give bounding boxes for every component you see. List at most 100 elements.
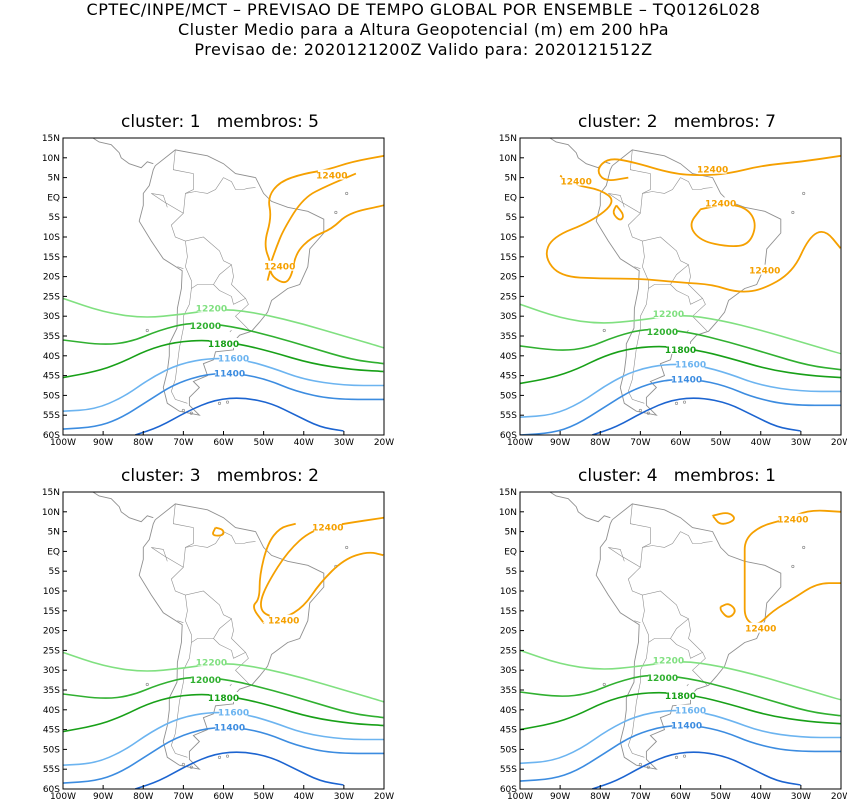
contour-label: 12000 [647, 674, 678, 684]
contours-12400: 12400 12400 [212, 516, 384, 627]
central-america-outline [92, 138, 154, 169]
lat-tick-label: EQ [47, 193, 60, 203]
central-america-outline [92, 492, 154, 523]
lat-tick-label: EQ [47, 547, 60, 557]
lat-tick-label: 10S [43, 233, 60, 243]
map-content: 12200 12000 11800 11600 11400 12400 12400 [520, 492, 841, 789]
contour-11800 [520, 691, 841, 731]
cluster-number: 1 [189, 112, 201, 132]
lat-tick-label: 15N [42, 488, 60, 498]
lat-tick-label: 10N [42, 154, 60, 164]
contour-label-bg [197, 302, 226, 313]
southern-contours: 12200 12000 11800 11600 11400 [520, 649, 841, 789]
continent-outline [595, 503, 782, 770]
contour-label-bg [666, 689, 695, 700]
country-border [670, 284, 703, 305]
island [145, 682, 149, 687]
map-content: 12200 12000 11800 11600 11400 12400 12400 [63, 492, 384, 789]
axis-labels: 15N 10N 5N EQ 5S 10S 15S 20S 25S 30S 35S 40S 45S 50S 5… [42, 488, 394, 802]
island [674, 401, 679, 405]
contour-12400 [269, 172, 384, 284]
country-border [172, 149, 194, 194]
lon-tick-label: 70W [173, 438, 193, 448]
contour-11800 [63, 693, 384, 733]
lon-tick-label: 80W [133, 438, 153, 448]
contour-label-bg [746, 622, 775, 633]
cluster-label: cluster: [121, 466, 185, 486]
contour-label-bg [197, 656, 226, 667]
contour-label: 11800 [665, 346, 696, 356]
members-count: 1 [765, 466, 776, 486]
contour-label: 12400 [264, 263, 295, 273]
lat-tick-label: 10S [500, 587, 517, 597]
lat-tick-label: 60S [43, 785, 60, 795]
contour-label: 12400 [316, 172, 347, 182]
lat-tick-label: 25S [43, 646, 60, 656]
contour-12400 [545, 174, 841, 293]
lon-tick-label: 80W [590, 438, 610, 448]
country-border [680, 531, 713, 544]
contour-11400 [63, 372, 384, 430]
lat-tick-label: 45S [43, 372, 60, 382]
panel-title: cluster: 4 membros: 1 [497, 466, 847, 486]
contour-label: 11600 [675, 361, 706, 371]
lon-tick-label: 80W [133, 792, 153, 802]
contour-12400 [711, 512, 735, 525]
lon-tick-label: 100W [507, 438, 533, 448]
contour-12400 [690, 203, 756, 248]
contour-11200 [134, 751, 345, 789]
southern-contours: 12200 12000 11800 11600 11400 [63, 651, 384, 789]
country-border [177, 266, 184, 269]
country-border [642, 240, 689, 290]
lon-tick-label: 60W [213, 792, 233, 802]
lat-tick-label: 5N [48, 528, 60, 538]
panel-cluster-4: cluster: 4 membros: 1 12200 12000 11800 116… [457, 466, 847, 802]
contour-label: 12400 [697, 166, 728, 176]
lat-tick-label: 40S [43, 706, 60, 716]
country-border [185, 240, 232, 290]
panel-title: cluster: 3 membros: 2 [40, 466, 400, 486]
contour-label-bg [676, 704, 705, 715]
map-base [549, 492, 806, 770]
lon-tick-label: 40W [294, 792, 314, 802]
lon-tick-label: 70W [630, 438, 650, 448]
island [334, 210, 338, 214]
contour-label-bg [215, 721, 244, 732]
island [791, 210, 795, 214]
island [217, 755, 222, 759]
members-label: membros: [216, 466, 303, 486]
country-border [627, 177, 708, 332]
contour-label: 11600 [218, 709, 249, 719]
members-count: 2 [308, 466, 319, 486]
cluster-label: cluster: [578, 466, 642, 486]
contour-label-bg [706, 197, 735, 208]
contour-label-bg [313, 521, 342, 532]
cluster-number: 3 [189, 466, 201, 486]
lat-tick-label: EQ [504, 547, 517, 557]
lon-tick-label: 90W [93, 792, 113, 802]
country-border [686, 683, 689, 687]
contour-label: 12200 [196, 658, 227, 668]
lat-tick-label: 25S [43, 292, 60, 302]
cluster-number: 2 [646, 112, 658, 132]
country-border [177, 620, 184, 623]
lat-tick-label: 10S [500, 233, 517, 243]
country-border [686, 329, 689, 333]
contour-label: 12400 [268, 617, 299, 627]
country-border [223, 177, 256, 190]
lat-tick-label: 50S [43, 391, 60, 401]
lon-tick-label: 90W [93, 438, 113, 448]
lon-tick-label: 20W [831, 438, 847, 448]
contour-label-bg [750, 264, 779, 275]
lat-tick-label: 15N [499, 134, 517, 144]
lat-tick-label: 5N [505, 174, 517, 184]
contour-12400 [597, 154, 841, 181]
lat-tick-label: 20S [500, 627, 517, 637]
lon-tick-label: 60W [670, 792, 690, 802]
lat-tick-label: 5N [505, 528, 517, 538]
map-content: 12200 12000 11800 11600 11400 12400 12400 [63, 138, 384, 435]
island [181, 408, 185, 412]
members-label: membros: [673, 112, 760, 132]
lon-tick-label: 30W [334, 438, 354, 448]
cluster-label: cluster: [578, 112, 642, 132]
